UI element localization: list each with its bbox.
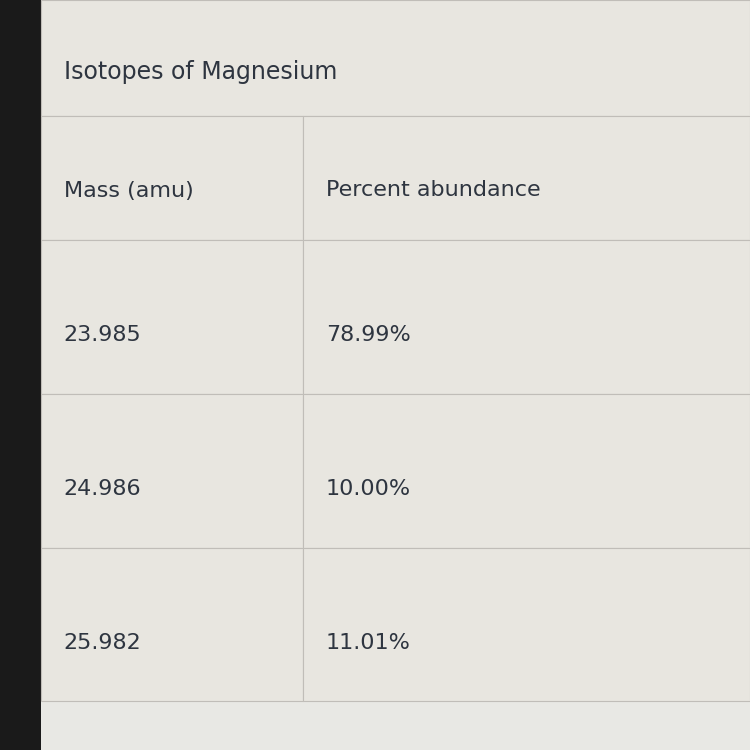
Text: 10.00%: 10.00% — [326, 479, 411, 499]
Bar — [41, 548, 304, 701]
Bar — [304, 116, 750, 240]
Bar — [41, 116, 304, 240]
Text: Percent abundance: Percent abundance — [326, 181, 541, 200]
Text: 25.982: 25.982 — [64, 633, 142, 652]
Bar — [0, 0, 41, 750]
Text: 11.01%: 11.01% — [326, 633, 411, 652]
Text: 23.985: 23.985 — [64, 326, 142, 345]
Bar — [304, 394, 750, 548]
Text: Mass (amu): Mass (amu) — [64, 181, 194, 200]
Text: Isotopes of Magnesium: Isotopes of Magnesium — [64, 60, 338, 84]
Text: 78.99%: 78.99% — [326, 326, 411, 345]
Bar — [41, 0, 750, 116]
Bar — [41, 240, 304, 394]
Bar — [304, 548, 750, 701]
Text: 24.986: 24.986 — [64, 479, 141, 499]
Bar — [304, 240, 750, 394]
Bar — [41, 394, 304, 548]
